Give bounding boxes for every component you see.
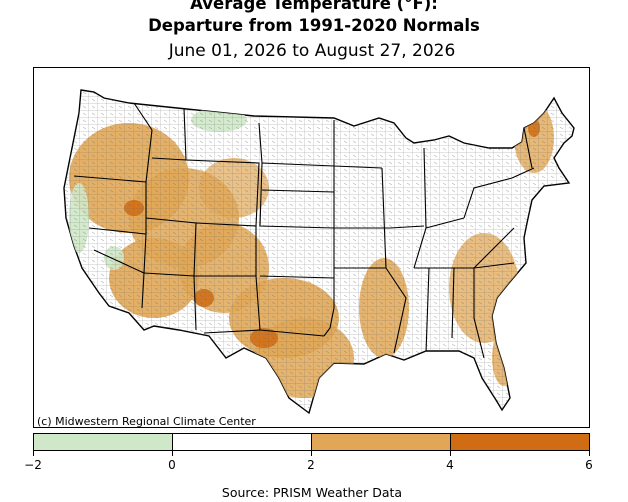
source-note: Source: PRISM Weather Data	[221, 485, 403, 500]
legend-tick-label: 6	[585, 458, 593, 472]
legend-tick-label: 2	[307, 458, 315, 472]
legend-tick	[450, 451, 451, 456]
legend-tick-label: −2	[24, 458, 42, 472]
legend-tick-label: 4	[446, 458, 454, 472]
legend-tick-label: 0	[168, 458, 176, 472]
legend-tick	[589, 451, 590, 456]
map-frame: (c) Midwestern Regional Climate Center	[33, 67, 590, 428]
legend-tick	[33, 451, 34, 456]
legend-bin	[172, 434, 311, 450]
map-credit: (c) Midwestern Regional Climate Center	[35, 415, 258, 428]
legend-bin	[450, 434, 589, 450]
date-range: June 01, 2026 to August 27, 2026	[168, 41, 456, 61]
legend-bin	[311, 434, 450, 450]
legend-bin	[34, 434, 172, 450]
legend-tick	[172, 451, 173, 456]
us-temperature-map	[63, 89, 575, 415]
legend-tick	[311, 451, 312, 456]
map-title: Average Temperature (°F):	[190, 0, 438, 13]
legend-colorbar	[33, 433, 590, 451]
map-subtitle: Departure from 1991-2020 Normals	[148, 16, 480, 35]
